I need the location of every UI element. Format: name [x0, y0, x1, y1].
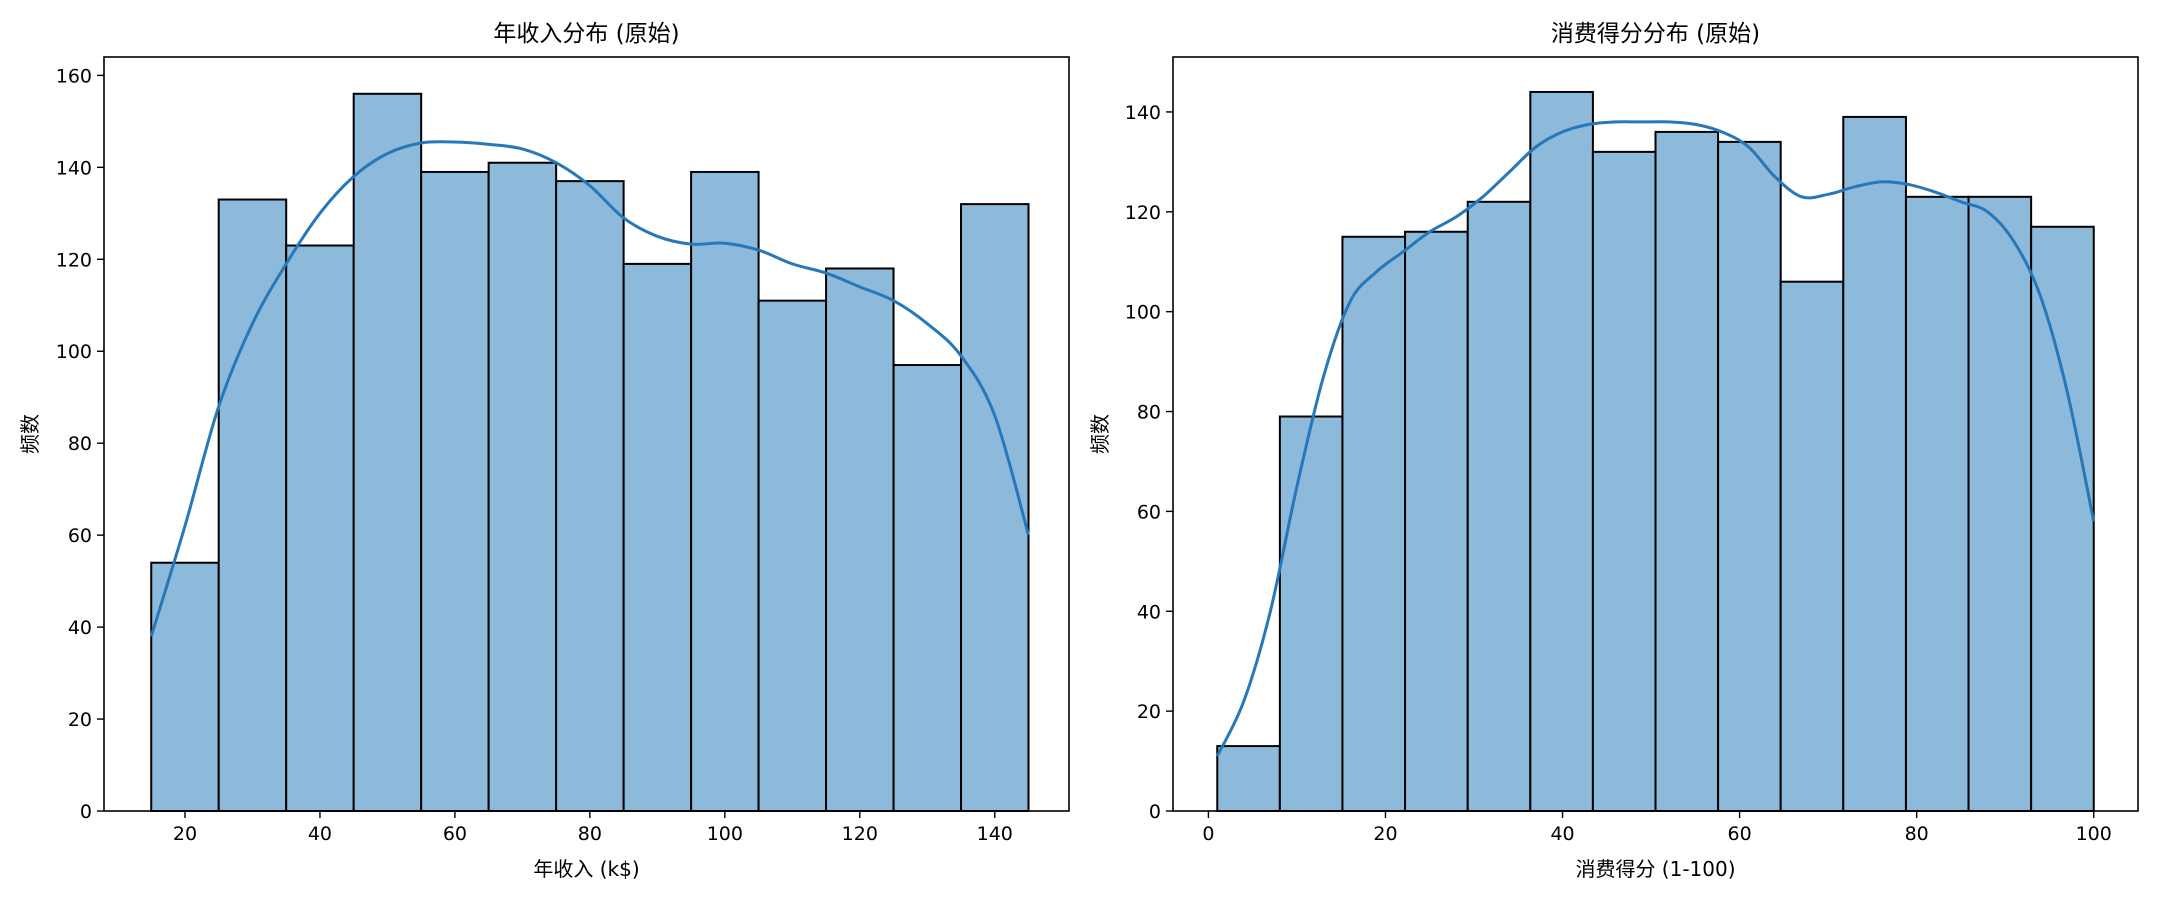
y-tick-label: 80	[68, 433, 92, 455]
x-tick-label: 40	[308, 823, 332, 845]
histogram-bar	[960, 203, 1030, 812]
plot-area-frame	[1172, 56, 2139, 812]
histogram-bar	[1779, 280, 1845, 813]
plot-area-frame	[103, 56, 1070, 812]
histogram-bar	[1466, 200, 1532, 813]
kde-line	[149, 140, 1030, 637]
x-tick-label: 60	[1728, 823, 1752, 845]
histogram-bar	[1216, 745, 1281, 813]
histogram-bar	[1842, 115, 1907, 812]
x-tick-label: 140	[977, 823, 1013, 845]
histogram-bar	[420, 170, 490, 812]
y-tick-label: 0	[1149, 801, 1161, 823]
histogram-bar	[757, 299, 828, 812]
y-tick-label: 120	[1125, 202, 1161, 224]
histogram-bar	[217, 198, 288, 812]
histogram-bar	[1717, 140, 1782, 813]
histogram-bar	[1404, 230, 1469, 813]
y-tick-label: 0	[80, 801, 92, 823]
histogram-bar	[1341, 235, 1407, 812]
x-tick-label: 100	[707, 823, 743, 845]
x-tick-label: 0	[1202, 823, 1214, 845]
histogram-bar	[825, 267, 895, 812]
x-tick-label: 80	[1905, 823, 1929, 845]
x-tick-label: 60	[443, 823, 467, 845]
y-axis-label: 频数	[18, 414, 42, 454]
histogram-bar	[690, 170, 760, 812]
x-tick-label: 100	[2076, 823, 2112, 845]
y-tick-label: 60	[68, 525, 92, 547]
y-tick-label: 40	[1137, 601, 1161, 623]
kde-line	[1215, 120, 2096, 757]
y-tick-label: 100	[1125, 302, 1161, 324]
histogram-bar	[1278, 415, 1344, 812]
chart-title: 年收入分布 (原始)	[493, 21, 679, 47]
y-tick-label: 80	[1137, 402, 1161, 424]
histogram-bar	[352, 92, 423, 812]
y-tick-label: 40	[68, 617, 92, 639]
histogram-bar	[2030, 225, 2095, 812]
histogram-bar	[1529, 90, 1594, 813]
chart-spending-score: 消费得分分布 (原始) 消费得分 (1-100) 频数 0 20 40 60 80 100…	[1088, 21, 2139, 881]
y-tick-label: 160	[56, 65, 92, 87]
x-tick-label: 120	[842, 823, 878, 845]
histogram-bar	[622, 262, 693, 812]
histogram-bar	[1967, 195, 2033, 812]
y-tick-label: 20	[1137, 701, 1161, 723]
histogram-bar	[555, 180, 625, 812]
histogram-bar	[1591, 150, 1657, 813]
histogram-bar	[487, 161, 558, 812]
x-axis-label: 年收入 (k$)	[533, 857, 639, 881]
histogram-bar	[892, 364, 963, 812]
y-tick-label: 20	[68, 709, 92, 731]
y-tick-label: 140	[56, 157, 92, 179]
histogram-bar	[1904, 195, 1970, 812]
x-axis-label: 消费得分 (1-100)	[1575, 857, 1735, 881]
y-tick-label: 120	[56, 249, 92, 271]
x-tick-label: 80	[578, 823, 602, 845]
chart-annual-income: 年收入分布 (原始) 年收入 (k$) 频数 20 40 60 80 100 120 140…	[18, 21, 1070, 881]
x-tick-label: 20	[173, 823, 197, 845]
y-tick-label: 60	[1137, 501, 1161, 523]
x-tick-label: 40	[1550, 823, 1574, 845]
x-tick-label: 20	[1373, 823, 1397, 845]
histogram-bar	[285, 244, 355, 812]
y-tick-label: 100	[56, 341, 92, 363]
y-axis-label: 频数	[1088, 414, 1112, 454]
y-tick-label: 140	[1125, 102, 1161, 124]
histogram-bar	[1654, 130, 1720, 813]
chart-title: 消费得分分布 (原始)	[1551, 21, 1760, 47]
